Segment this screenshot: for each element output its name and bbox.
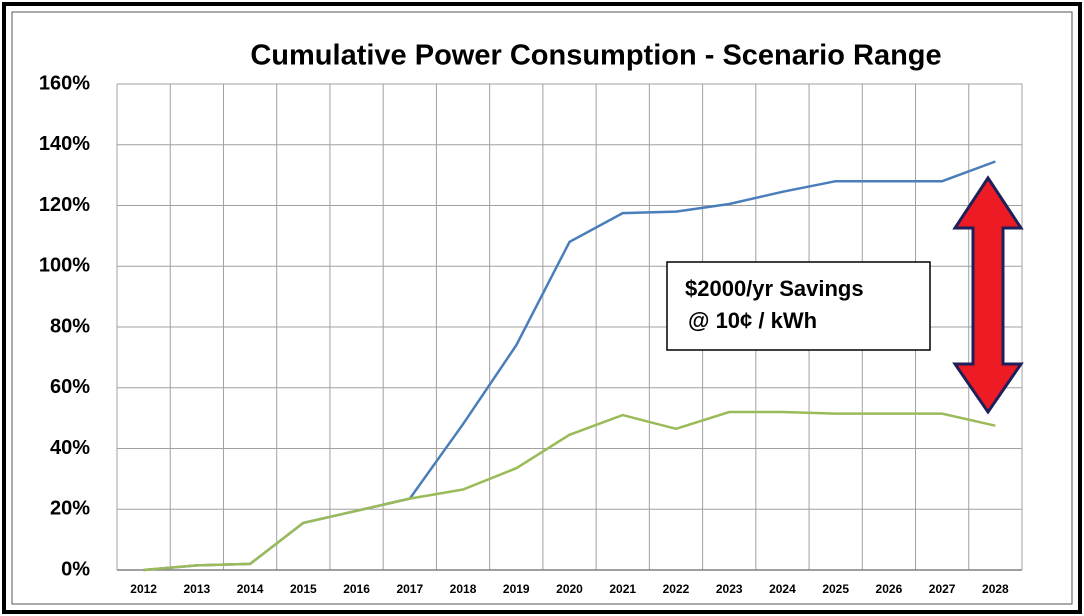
inner-frame bbox=[11, 11, 1073, 605]
x-tick-label: 2025 bbox=[822, 582, 849, 596]
x-tick-label: 2018 bbox=[450, 582, 477, 596]
y-tick-label: 20% bbox=[50, 498, 90, 520]
y-tick-label: 80% bbox=[50, 315, 90, 337]
x-tick-label: 2022 bbox=[663, 582, 690, 596]
range-arrow bbox=[952, 175, 1024, 415]
x-tick-label: 2015 bbox=[290, 582, 317, 596]
annotation: $2000/yr Savings bbox=[685, 276, 864, 301]
y-tick-label: 140% bbox=[39, 133, 90, 155]
chart-title: Cumulative Power Consumption - Scenario … bbox=[250, 40, 941, 72]
x-tick-label: 2013 bbox=[184, 582, 211, 596]
y-tick-label: 0% bbox=[61, 558, 90, 580]
x-tick-label: 2027 bbox=[929, 582, 956, 596]
annotation: @ 10¢ / kWh bbox=[688, 308, 817, 333]
x-tick-label: 2021 bbox=[609, 582, 636, 596]
x-tick-label: 2023 bbox=[716, 582, 743, 596]
x-tick-label: 2024 bbox=[769, 582, 796, 596]
y-tick-label: 160% bbox=[39, 72, 90, 94]
x-tick-label: 2026 bbox=[876, 582, 903, 596]
x-tick-label: 2012 bbox=[130, 582, 157, 596]
annotation-box bbox=[666, 261, 931, 351]
x-tick-label: 2014 bbox=[237, 582, 264, 596]
x-tick-label: 2020 bbox=[556, 582, 583, 596]
x-tick-label: 2017 bbox=[396, 582, 423, 596]
x-tick-label: 2019 bbox=[503, 582, 530, 596]
y-tick-label: 100% bbox=[39, 255, 90, 277]
x-tick-label: 2028 bbox=[982, 582, 1009, 596]
y-tick-label: 60% bbox=[50, 376, 90, 398]
x-tick-label: 2016 bbox=[343, 582, 370, 596]
series-line bbox=[143, 410, 996, 572]
y-tick-label: 120% bbox=[39, 194, 90, 216]
y-tick-label: 40% bbox=[50, 437, 90, 459]
